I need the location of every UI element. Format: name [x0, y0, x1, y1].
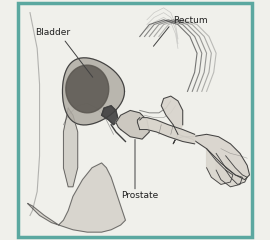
- Polygon shape: [63, 108, 78, 187]
- Polygon shape: [226, 156, 247, 184]
- Polygon shape: [66, 65, 109, 113]
- Polygon shape: [62, 58, 124, 125]
- Text: Rectum: Rectum: [173, 16, 208, 25]
- Polygon shape: [28, 163, 126, 232]
- Polygon shape: [173, 134, 249, 180]
- Polygon shape: [102, 106, 118, 125]
- Polygon shape: [140, 118, 195, 144]
- Polygon shape: [207, 149, 233, 184]
- Polygon shape: [216, 153, 242, 187]
- Text: Prostate: Prostate: [121, 191, 158, 199]
- Text: Bladder: Bladder: [35, 28, 70, 37]
- Polygon shape: [161, 96, 183, 134]
- Polygon shape: [116, 110, 149, 139]
